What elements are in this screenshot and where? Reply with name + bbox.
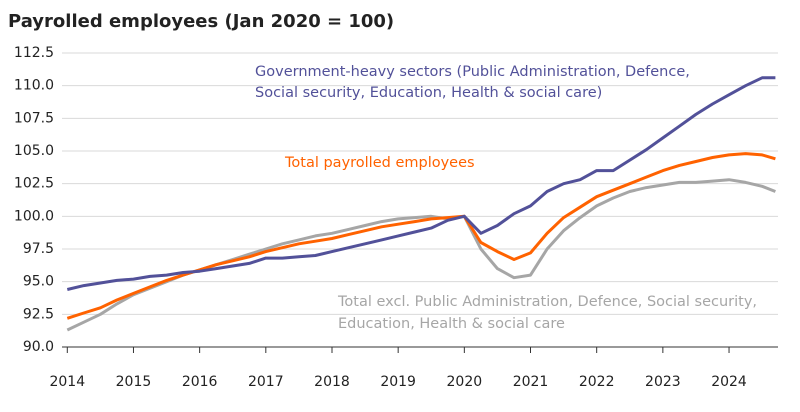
y-tick-label: 92.5: [23, 306, 54, 322]
chart-title: Payrolled employees (Jan 2020 = 100): [8, 11, 394, 32]
y-tick-label: 90.0: [23, 339, 54, 355]
y-tick-label: 95.0: [23, 274, 54, 290]
x-tick-label: 2021: [513, 374, 549, 390]
series-line: [66, 152, 776, 320]
y-tick-label: 110.0: [14, 78, 54, 94]
series-line: [66, 76, 776, 291]
series-label: Total excl. Public Administration, Defen…: [337, 294, 757, 310]
x-tick-label: 2018: [314, 374, 350, 390]
y-tick-label: 102.5: [14, 176, 54, 192]
x-tick-label: 2017: [248, 374, 284, 390]
x-tick-label: 2014: [49, 374, 85, 390]
y-tick-label: 107.5: [14, 110, 54, 126]
series-label: Education, Health & social care: [338, 316, 565, 332]
x-tick-label: 2020: [447, 374, 483, 390]
x-tick-label: 2023: [645, 374, 681, 390]
series-label: Social security, Education, Health & soc…: [255, 85, 602, 101]
x-tick-label: 2015: [116, 374, 152, 390]
y-tick-label: 100.0: [14, 208, 54, 224]
y-tick-label: 105.0: [14, 143, 54, 159]
y-tick-label: 112.5: [14, 45, 54, 61]
y-tick-label: 97.5: [23, 241, 54, 257]
series-label: Total payrolled employees: [284, 155, 475, 171]
x-tick-label: 2019: [380, 374, 416, 390]
x-tick-label: 2016: [182, 374, 218, 390]
x-tick-label: 2022: [579, 374, 615, 390]
series-label: Government-heavy sectors (Public Adminis…: [255, 64, 690, 80]
x-tick-label: 2024: [711, 374, 747, 390]
